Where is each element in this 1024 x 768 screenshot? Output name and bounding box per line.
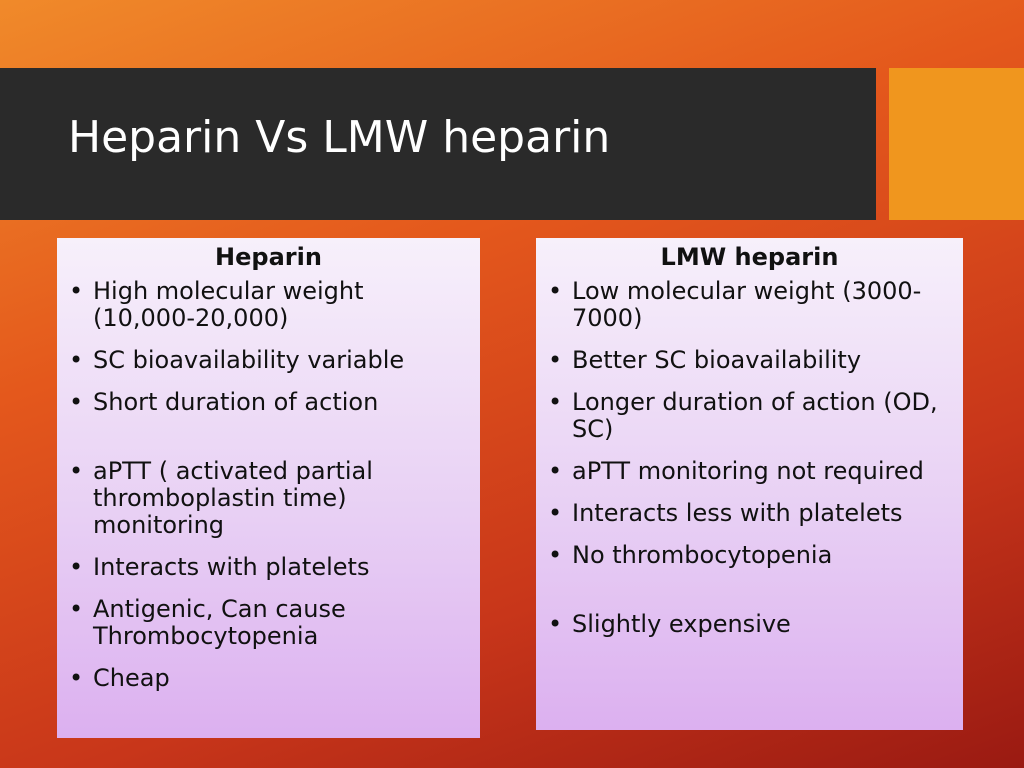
bullet-list: High molecular weight (10,000-20,000) SC… <box>67 278 470 693</box>
bullet-item: Antigenic, Can cause Thrombocytopenia <box>67 596 470 650</box>
column-heading: LMW heparin <box>660 243 839 271</box>
bullet-item: High molecular weight (10,000-20,000) <box>67 278 470 332</box>
bullet-item: Cheap <box>67 665 470 693</box>
bullet-item: Slightly expensive <box>546 611 953 639</box>
bullet-item: Short duration of action <box>67 389 470 417</box>
accent-square <box>889 68 1024 220</box>
slide-title: Heparin Vs LMW heparin <box>68 112 611 163</box>
column-box: LMW heparin Low molecular weight (3000-7… <box>536 238 963 730</box>
column-box: Heparin High molecular weight (10,000-20… <box>57 238 480 738</box>
bullet-item: Interacts less with platelets <box>546 500 953 528</box>
bullet-item: Better SC bioavailability <box>546 347 953 375</box>
title-bar <box>0 68 876 220</box>
bullet-item: SC bioavailability variable <box>67 347 470 375</box>
bullet-item: aPTT monitoring not required <box>546 458 953 486</box>
bullet-item: Longer duration of action (OD, SC) <box>546 389 953 443</box>
bullet-list: Low molecular weight (3000-7000) Better … <box>546 278 953 639</box>
bullet-item: Interacts with platelets <box>67 554 470 582</box>
column-heading: Heparin <box>215 243 322 271</box>
bullet-item: aPTT ( activated partial thromboplastin … <box>67 458 470 539</box>
bullet-item: No thrombocytopenia <box>546 542 953 570</box>
bullet-item: Low molecular weight (3000-7000) <box>546 278 953 332</box>
